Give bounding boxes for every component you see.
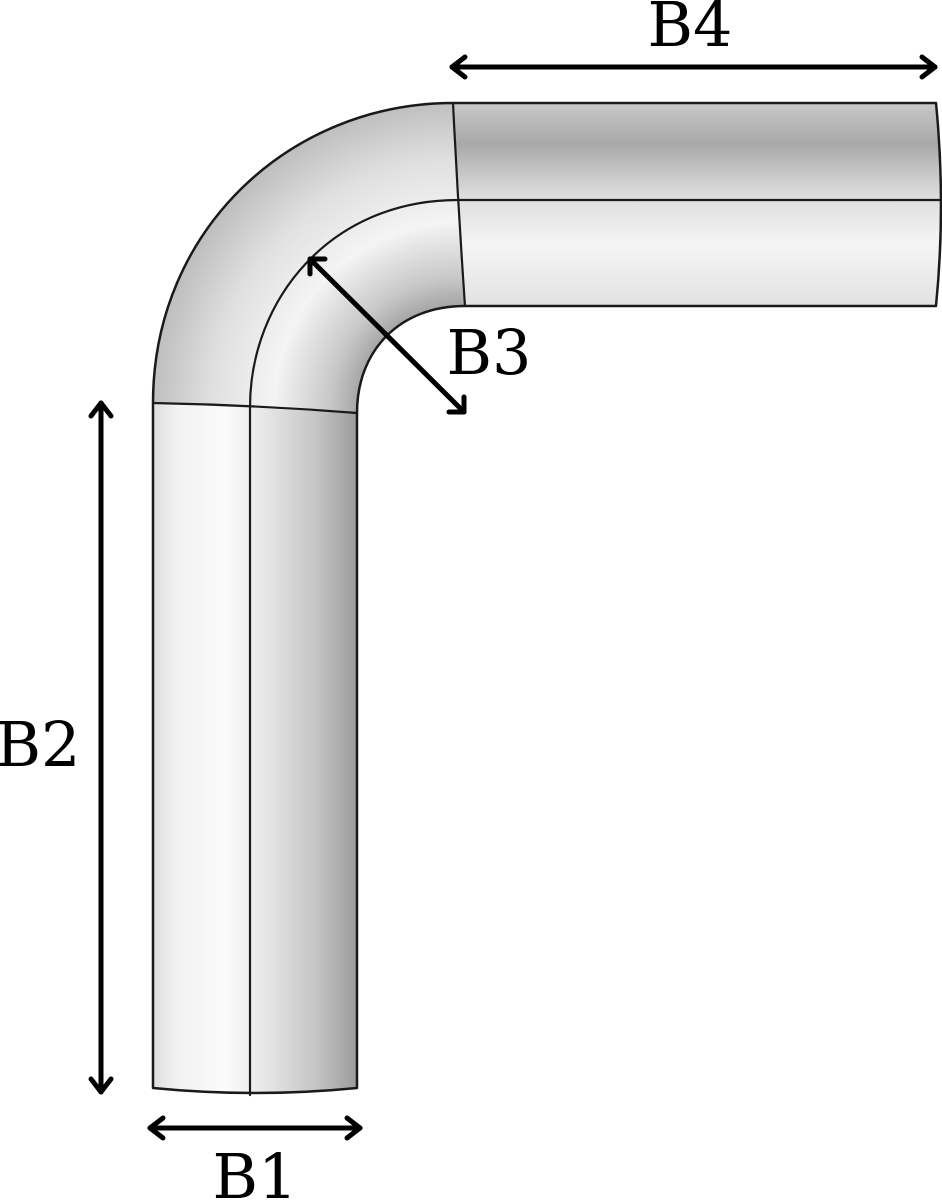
dimension-b4: B4 (449, 0, 938, 80)
b3-label: B3 (446, 316, 531, 389)
pipe-outline (151, 101, 942, 1095)
b4-arrowhead-left (449, 54, 468, 80)
seam-bend-midline (248, 198, 460, 409)
b3-arrowhead-upper (307, 256, 328, 277)
seam-upper-joint (451, 101, 467, 308)
dimension-b1: B1 (147, 1115, 363, 1201)
b3-arrowhead-lower (446, 394, 467, 415)
b2-arrowhead-bottom (88, 1076, 114, 1095)
seam-lower-joint (151, 401, 359, 415)
dimension-b2: B2 (0, 400, 114, 1095)
b1-label: B1 (212, 1140, 297, 1201)
b2-label: B2 (0, 708, 81, 781)
pipe-body (151, 101, 942, 1097)
b3-arrow-line (307, 256, 467, 415)
b4-label: B4 (647, 0, 732, 61)
pipe-horizontal-leg (453, 103, 941, 306)
b4-arrowhead-right (919, 54, 938, 80)
b2-arrowhead-top (88, 400, 114, 419)
b1-arrowhead-left (147, 1115, 166, 1141)
pipe-vertical-leg (153, 403, 357, 1093)
dimension-b3: B3 (307, 256, 532, 415)
b1-arrowhead-right (344, 1115, 363, 1141)
